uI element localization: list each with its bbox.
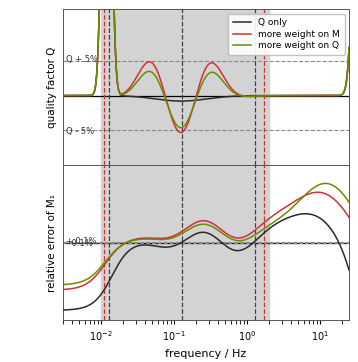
more weight on M bbox=[93, 85, 97, 89]
Bar bbox=[101, 9, 269, 165]
Q only bbox=[93, 85, 97, 89]
more weight on Q bbox=[342, 90, 346, 95]
more weight on Q bbox=[347, 45, 351, 50]
Text: + 0.1%: + 0.1% bbox=[66, 237, 96, 247]
more weight on M bbox=[170, 118, 175, 122]
Line: more weight on Q: more weight on Q bbox=[63, 0, 349, 128]
Y-axis label: relative error of M₁: relative error of M₁ bbox=[47, 194, 57, 291]
Q only bbox=[179, 99, 183, 103]
Q only bbox=[342, 90, 346, 95]
Text: Q - 5%: Q - 5% bbox=[66, 127, 94, 136]
Q only bbox=[347, 45, 351, 50]
more weight on M bbox=[347, 45, 351, 50]
Bar bbox=[101, 165, 269, 320]
Line: more weight on M: more weight on M bbox=[63, 0, 349, 132]
more weight on M bbox=[61, 93, 65, 98]
more weight on M bbox=[179, 130, 183, 135]
Q only bbox=[311, 93, 315, 98]
more weight on Q bbox=[93, 85, 97, 89]
Q only bbox=[170, 98, 175, 103]
X-axis label: frequency / Hz: frequency / Hz bbox=[165, 349, 246, 359]
more weight on Q bbox=[311, 93, 315, 98]
more weight on M bbox=[342, 90, 346, 95]
more weight on Q bbox=[179, 126, 183, 130]
more weight on Q bbox=[61, 93, 65, 98]
Y-axis label: quality factor Q: quality factor Q bbox=[47, 46, 57, 127]
more weight on M bbox=[183, 127, 187, 131]
more weight on Q bbox=[170, 116, 175, 120]
Legend: Q only, more weight on M, more weight on Q: Q only, more weight on M, more weight on… bbox=[228, 13, 344, 55]
Q only bbox=[183, 99, 187, 103]
Q only bbox=[61, 93, 65, 98]
more weight on M bbox=[311, 93, 315, 98]
Text: - 0.1%: - 0.1% bbox=[66, 239, 92, 248]
Text: Q + 5%: Q + 5% bbox=[66, 55, 98, 64]
Line: Q only: Q only bbox=[63, 0, 349, 101]
more weight on Q bbox=[183, 123, 187, 127]
